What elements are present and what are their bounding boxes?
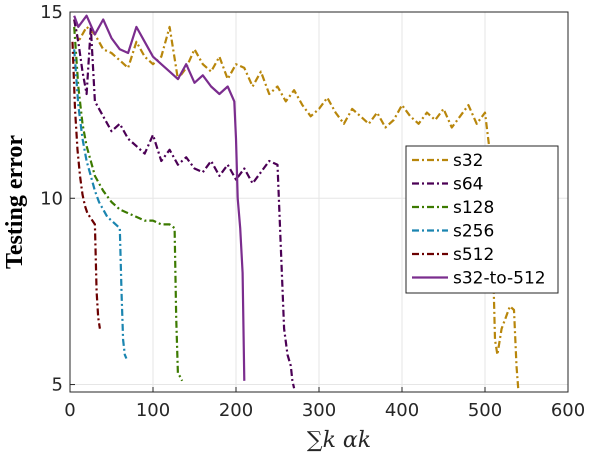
- legend-entry: s128: [453, 198, 494, 218]
- y-axis: 5 10 15: [40, 2, 75, 396]
- y-tick-label: 15: [40, 2, 63, 23]
- legend-entry: s256: [453, 222, 494, 242]
- x-axis-label: ∑k αk: [307, 428, 371, 453]
- y-tick-label: 5: [52, 375, 63, 396]
- series-layer: [71, 14, 520, 389]
- x-tick-label: 100: [136, 400, 170, 421]
- x-axis: 0 100 200 300 400 500 600: [64, 387, 585, 421]
- x-tick-label: 300: [302, 400, 336, 421]
- x-tick-label: 0: [64, 400, 75, 421]
- series-line-s128: [73, 26, 184, 382]
- x-tick-label: 200: [219, 400, 253, 421]
- x-tick-label: 500: [468, 400, 502, 421]
- legend-entry: s64: [453, 175, 484, 195]
- legend-box: [405, 145, 559, 294]
- legend: s32 s64 s128 s256 s512 s32-to-512: [405, 145, 559, 294]
- legend-entry: s32-to-512: [453, 269, 546, 289]
- series-line-s64: [73, 19, 296, 389]
- y-tick-label: 10: [40, 188, 63, 209]
- legend-entry: s32: [453, 151, 484, 171]
- series-line-s32: [73, 19, 520, 389]
- x-tick-label: 600: [551, 400, 585, 421]
- x-tick-label: 400: [385, 400, 419, 421]
- y-axis-label: Testing error: [2, 135, 28, 269]
- legend-entry: s512: [453, 245, 494, 265]
- series-line-s32-to-512: [73, 14, 246, 381]
- series-line-s512: [71, 41, 101, 329]
- series-line-s256: [73, 49, 128, 359]
